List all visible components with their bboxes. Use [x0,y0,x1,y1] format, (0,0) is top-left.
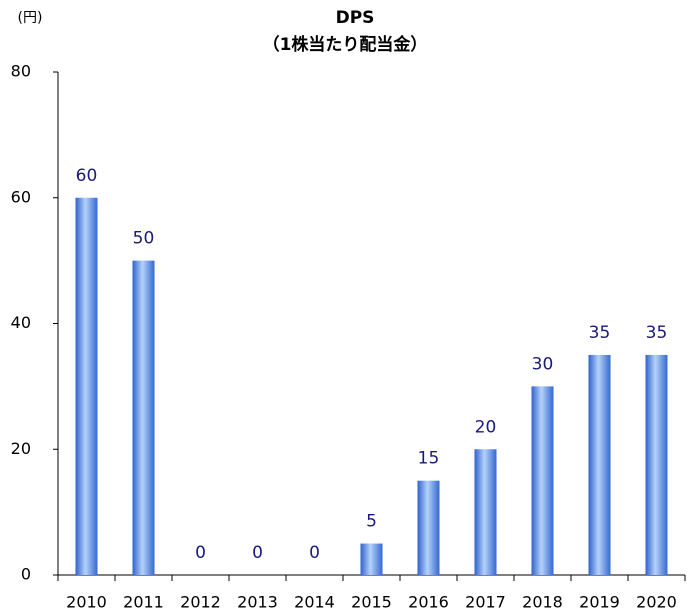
x-tick-label: 2011 [123,593,164,611]
bar [474,449,497,575]
bar [360,543,383,575]
x-tick-label: 2014 [294,593,335,611]
value-label: 35 [589,323,611,343]
y-tick-label: 60 [11,187,31,206]
bar [417,480,440,575]
y-tick-label: 20 [11,439,31,458]
x-tick-label: 2019 [579,593,620,611]
y-tick-label: 40 [11,313,31,332]
chart-title: DPS [336,8,375,28]
value-label: 0 [195,543,206,563]
bar [75,197,98,575]
bar [132,260,155,575]
bar [588,354,611,575]
x-tick-label: 2017 [465,593,506,611]
value-label: 20 [475,417,497,437]
value-label: 35 [646,323,668,343]
x-tick-label: 2010 [66,593,107,611]
chart-subtitle: （1株当たり配当金） [263,34,428,55]
x-tick-label: 2013 [237,593,278,611]
x-tick-label: 2016 [408,593,449,611]
value-label: 30 [532,354,554,374]
y-axis-label: (円) [18,10,43,26]
value-label: 5 [366,512,377,532]
value-label: 60 [76,166,98,186]
x-tick-label: 2015 [351,593,392,611]
bar [531,386,554,575]
x-tick-label: 2020 [636,593,677,611]
value-label: 0 [252,543,263,563]
y-tick-label: 80 [11,62,31,81]
value-label: 50 [133,229,155,249]
value-label: 0 [309,543,320,563]
x-tick-label: 2012 [180,593,221,611]
y-tick-label: 0 [21,565,31,584]
bar [645,354,668,575]
x-tick-label: 2018 [522,593,563,611]
value-label: 15 [418,449,440,469]
